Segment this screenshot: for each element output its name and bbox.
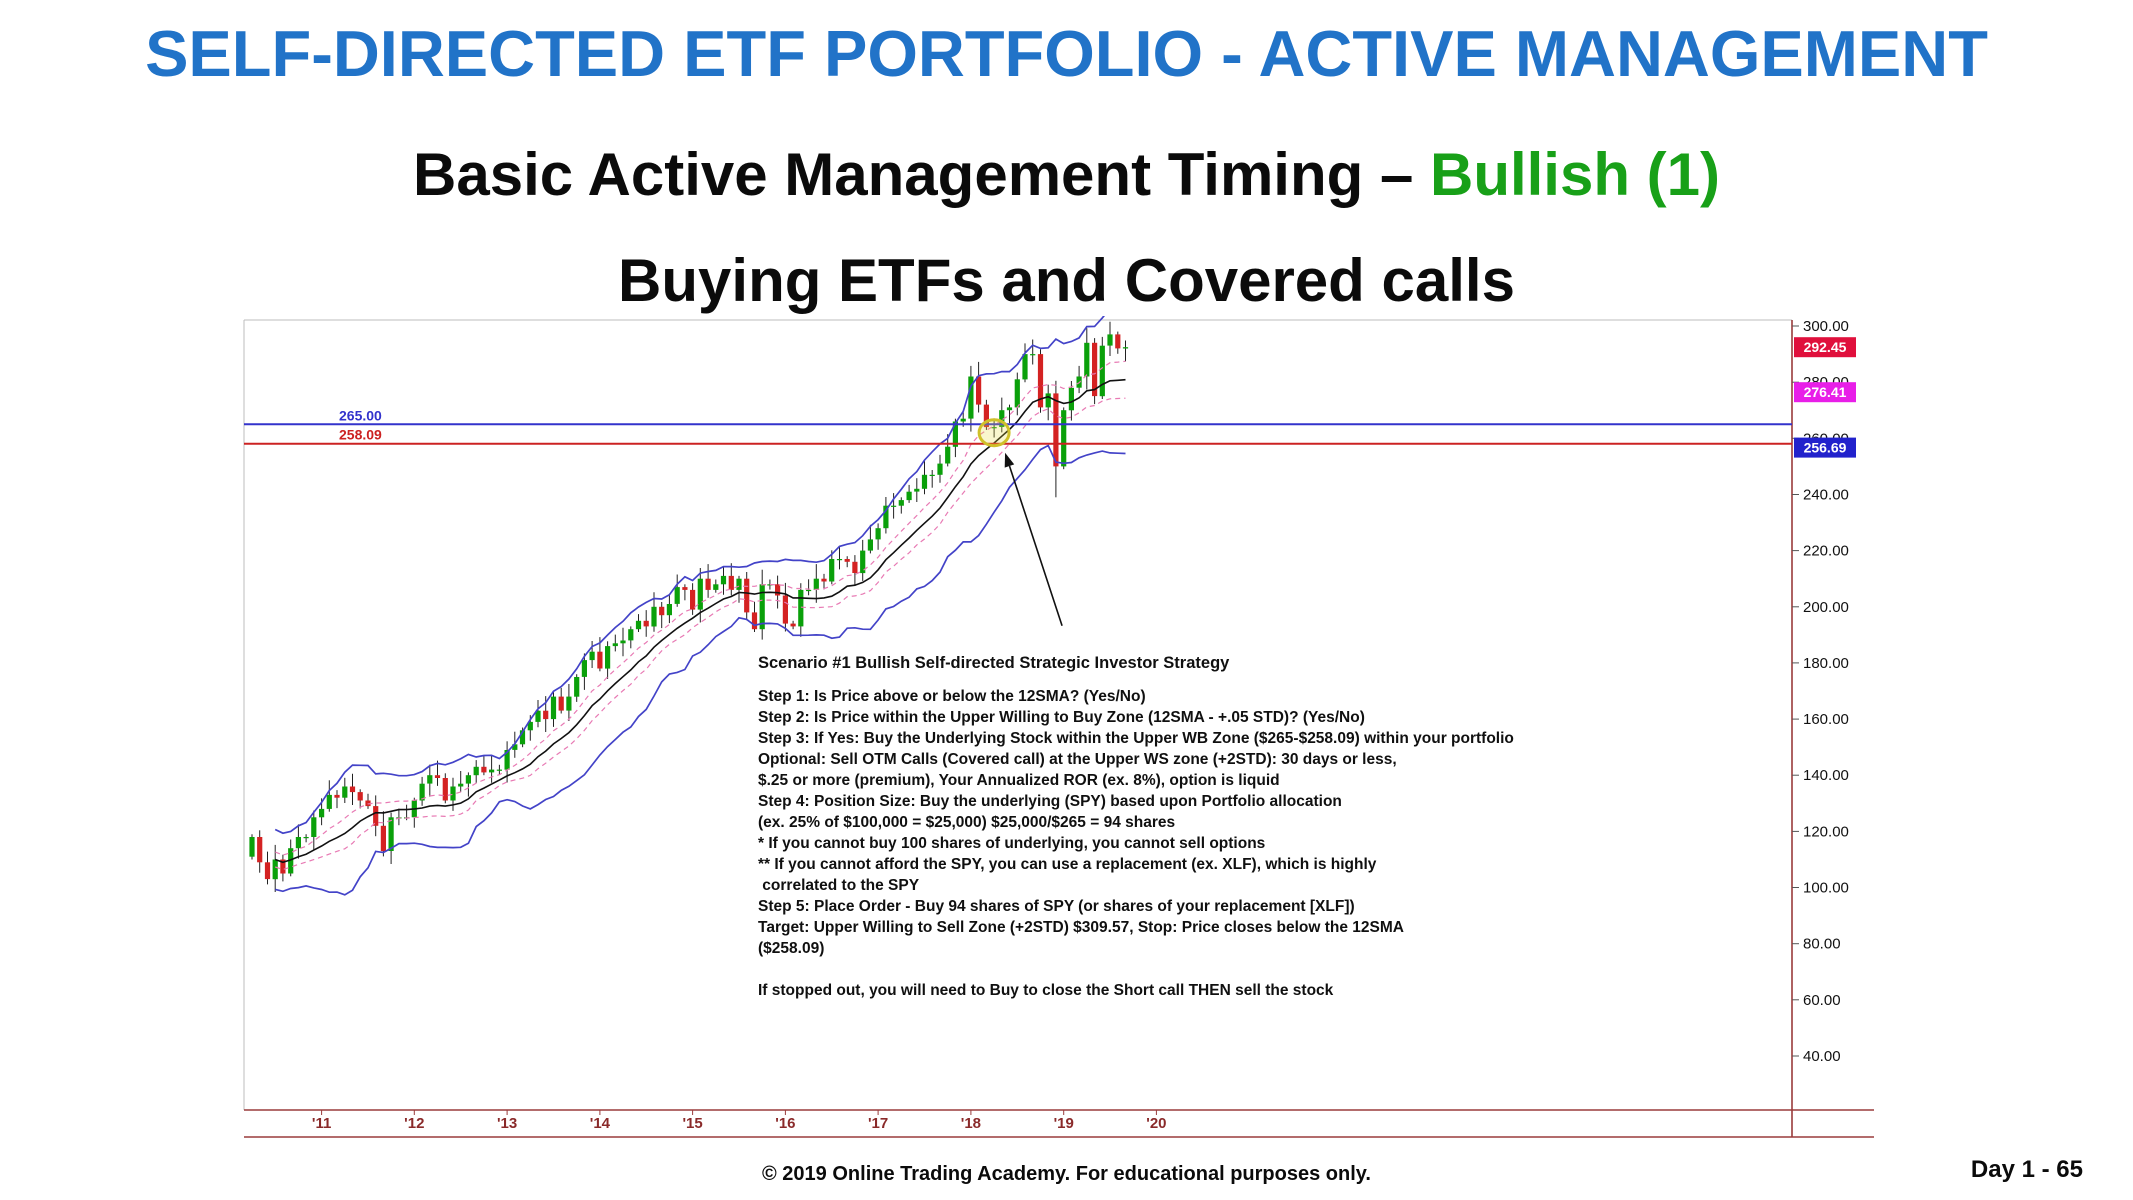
svg-text:60.00: 60.00	[1803, 992, 1841, 1009]
svg-text:180.00: 180.00	[1803, 655, 1849, 672]
strategy-annotation: Scenario #1 Bullish Self-directed Strate…	[758, 654, 1738, 1001]
svg-text:100.00: 100.00	[1803, 880, 1849, 897]
strategy-step-line: * If you cannot buy 100 shares of underl…	[758, 835, 1266, 852]
svg-text:'13: '13	[497, 1115, 517, 1132]
svg-text:276.41: 276.41	[1804, 384, 1847, 400]
svg-text:'11: '11	[312, 1115, 331, 1132]
svg-text:80.00: 80.00	[1803, 936, 1841, 953]
svg-text:265.00: 265.00	[339, 407, 382, 423]
candles	[249, 321, 1129, 892]
strategy-annotation-lines: Step 1: Is Price above or below the 12SM…	[758, 686, 1738, 1001]
svg-text:220.00: 220.00	[1803, 543, 1849, 560]
price-axis: 300.00280.00260.00240.00220.00200.00180.…	[1792, 318, 1849, 1065]
strategy-step-line: (ex. 25% of $100,000 = $25,000) $25,000/…	[758, 814, 1176, 831]
page-number: Day 1 - 65	[1970, 1156, 2083, 1183]
strategy-step-line: Step 1: Is Price above or below the 12SM…	[758, 688, 1146, 705]
svg-text:292.45: 292.45	[1804, 339, 1847, 355]
strategy-annotation-heading: Scenario #1 Bullish Self-directed Strate…	[758, 654, 1230, 672]
strategy-step-line: ** If you cannot afford the SPY, you can…	[758, 856, 1377, 873]
svg-text:'12: '12	[404, 1115, 424, 1132]
bollinger-bands	[274, 305, 1126, 896]
page-title: SELF-DIRECTED ETF PORTFOLIO - ACTIVE MAN…	[145, 17, 1988, 90]
subtitle-highlight-bullish: Bullish (1)	[1429, 141, 1720, 208]
svg-text:200.00: 200.00	[1803, 599, 1849, 616]
horizontal-zone-lines: 265.00 258.09	[244, 407, 1792, 445]
strategy-step-line: ($258.09)	[758, 940, 825, 957]
svg-text:258.09: 258.09	[339, 427, 382, 443]
strategy-step-line: correlated to the SPY	[758, 877, 920, 894]
strategy-step-line: If stopped out, you will need to Buy to …	[758, 982, 1334, 999]
strategy-step-line: Step 5: Place Order - Buy 94 shares of S…	[758, 898, 1355, 915]
strategy-step-line: Step 3: If Yes: Buy the Underlying Stock…	[758, 730, 1514, 747]
strategy-step-line: Step 2: Is Price within the Upper Willin…	[758, 709, 1365, 726]
svg-text:40.00: 40.00	[1803, 1048, 1841, 1065]
slide-subtitle-line2: Buying ETFs and Covered calls	[618, 247, 1515, 314]
plot-border	[243, 319, 1874, 1138]
svg-text:'18: '18	[961, 1115, 981, 1132]
axis-badges: 292.45 276.41 256.69	[1794, 337, 1856, 458]
strategy-step-line	[758, 959, 1738, 980]
svg-text:'20: '20	[1146, 1115, 1166, 1132]
svg-text:300.00: 300.00	[1803, 318, 1849, 335]
svg-text:240.00: 240.00	[1803, 487, 1849, 504]
svg-text:'19: '19	[1054, 1115, 1074, 1132]
svg-text:'15: '15	[682, 1115, 702, 1132]
svg-text:120.00: 120.00	[1803, 823, 1849, 840]
svg-text:'17: '17	[868, 1115, 888, 1132]
annotation-arrow	[1004, 452, 1063, 626]
svg-text:256.69: 256.69	[1804, 440, 1847, 456]
year-axis: '11 '12 '13 '14 '15 '16 '17 '18 '19 '20	[312, 1110, 1167, 1132]
strategy-step-line: Optional: Sell OTM Calls (Covered call) …	[758, 751, 1397, 768]
subtitle-text: Basic Active Management Timing –	[413, 141, 1430, 208]
copyright-footer: © 2019 Online Trading Academy. For educa…	[762, 1163, 1371, 1185]
strategy-step-line: Target: Upper Willing to Sell Zone (+2ST…	[758, 919, 1404, 936]
strategy-step-line: $.25 or more (premium), Your Annualized …	[758, 772, 1280, 789]
svg-text:160.00: 160.00	[1803, 711, 1849, 728]
slide-subtitle: Basic Active Management Timing – Bullish…	[0, 140, 2133, 209]
svg-text:140.00: 140.00	[1803, 767, 1849, 784]
highlight-circle	[977, 418, 1011, 448]
strategy-step-line: Step 4: Position Size: Buy the underlyin…	[758, 793, 1342, 810]
svg-text:'14: '14	[590, 1115, 611, 1132]
svg-text:'16: '16	[775, 1115, 795, 1132]
